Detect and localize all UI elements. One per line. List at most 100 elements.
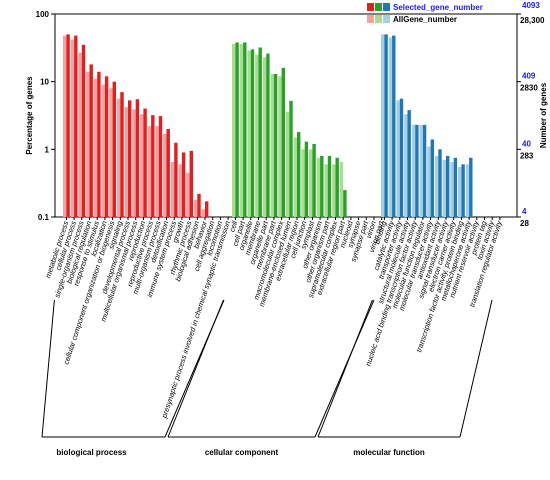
selected-bar bbox=[304, 141, 309, 217]
selected-bar bbox=[438, 149, 442, 217]
bracket-left bbox=[167, 299, 224, 438]
selected-bar bbox=[327, 155, 332, 217]
right-tick-label-selected: 4 bbox=[522, 207, 527, 216]
legend-swatch-selected bbox=[383, 3, 390, 11]
bracket-left bbox=[41, 299, 55, 438]
selected-bar bbox=[112, 81, 116, 218]
all-bar bbox=[178, 164, 182, 217]
y-axis-label-right: Number of genes bbox=[539, 82, 548, 148]
selected-bar bbox=[430, 139, 434, 217]
all-bar bbox=[193, 199, 198, 217]
selected-bar bbox=[469, 157, 473, 217]
all-bar bbox=[404, 114, 408, 217]
all-bar bbox=[239, 44, 244, 217]
legend-swatch-all bbox=[367, 15, 374, 23]
all-bar bbox=[262, 57, 267, 217]
group-label: molecular function bbox=[353, 448, 425, 457]
group-brackets: biological process cellular component mole… bbox=[41, 299, 493, 457]
all-bar bbox=[434, 155, 439, 217]
selected-bar bbox=[281, 67, 285, 217]
selected-bar bbox=[399, 98, 404, 217]
selected-bar bbox=[250, 49, 255, 217]
all-bar bbox=[101, 84, 105, 217]
all-bar bbox=[450, 161, 454, 217]
group-label: cellular component bbox=[205, 448, 279, 457]
all-bar bbox=[388, 37, 393, 217]
selected-bar bbox=[81, 44, 86, 217]
selected-bar bbox=[205, 201, 209, 217]
all-bar bbox=[316, 157, 321, 217]
selected-bar bbox=[258, 47, 262, 218]
all-bar bbox=[116, 98, 121, 217]
all-bar bbox=[270, 73, 274, 217]
group-0 bbox=[63, 34, 229, 220]
selected-bar bbox=[384, 34, 388, 218]
all-bar bbox=[132, 109, 136, 217]
selected-bar bbox=[135, 99, 140, 217]
selected-bar bbox=[407, 110, 411, 217]
selected-bar bbox=[128, 100, 132, 217]
selected-bar bbox=[335, 157, 339, 217]
right-tick-label-all: 2830 bbox=[520, 84, 538, 93]
left-tick-label: 0.1 bbox=[38, 213, 50, 222]
selected-bar bbox=[312, 143, 316, 217]
all-bar bbox=[381, 34, 385, 218]
all-bar bbox=[332, 164, 336, 217]
legend-swatch-all bbox=[375, 15, 382, 23]
selected-bar bbox=[174, 142, 178, 217]
selected-bar bbox=[461, 164, 465, 217]
right-tick-label-selected: 409 bbox=[522, 72, 536, 81]
all-bar bbox=[232, 44, 236, 217]
selected-bar bbox=[422, 124, 427, 217]
all-bar bbox=[201, 209, 205, 217]
bracket-right bbox=[314, 299, 375, 438]
selected-bar bbox=[197, 193, 201, 217]
legend-swatch-all bbox=[383, 15, 390, 23]
all-bar bbox=[163, 133, 167, 217]
all-bar bbox=[427, 146, 431, 217]
right-tick-label-all: 28 bbox=[520, 219, 529, 228]
bars bbox=[63, 34, 501, 220]
all-bar bbox=[140, 114, 144, 217]
right-tick-label-all: 283 bbox=[520, 151, 534, 160]
selected-bar bbox=[273, 73, 278, 217]
group-2 bbox=[381, 34, 501, 220]
legend-swatch-selected bbox=[375, 3, 382, 11]
all-bar bbox=[293, 137, 297, 217]
y-axis-label-left: Percentage of genes bbox=[25, 76, 34, 155]
all-bar bbox=[324, 164, 328, 217]
selected-bar bbox=[289, 100, 293, 217]
category-label: presynaptic process involved in chemical… bbox=[159, 220, 232, 420]
all-bar bbox=[109, 88, 113, 217]
selected-bar bbox=[453, 157, 458, 217]
selected-bar bbox=[235, 42, 239, 217]
left-tick-label: 1 bbox=[45, 145, 50, 154]
right-tick-label-selected: 40 bbox=[522, 139, 531, 148]
selected-bar bbox=[143, 108, 147, 217]
all-bar bbox=[63, 35, 67, 218]
bracket-right bbox=[459, 299, 493, 438]
left-tick-label: 10 bbox=[40, 78, 49, 87]
selected-bar bbox=[158, 116, 163, 217]
selected-bar bbox=[343, 190, 347, 217]
selected-bar bbox=[392, 35, 396, 218]
all-bar bbox=[285, 111, 290, 217]
selected-bar bbox=[74, 35, 78, 218]
legend-label-selected: Selected_gene_number bbox=[393, 3, 483, 12]
all-bar bbox=[442, 159, 446, 217]
selected-bar bbox=[266, 53, 270, 217]
group-1 bbox=[232, 42, 383, 220]
selected-bar bbox=[415, 124, 419, 217]
selected-bar bbox=[320, 155, 324, 217]
selected-bar bbox=[66, 34, 70, 218]
legend-swatch-selected bbox=[367, 3, 374, 11]
all-bar bbox=[124, 107, 128, 217]
all-bar bbox=[93, 78, 98, 218]
selected-bar bbox=[446, 155, 450, 217]
right-tick-label-selected: 4093 bbox=[522, 1, 540, 10]
all-bar bbox=[339, 161, 344, 217]
selected-bar bbox=[104, 76, 109, 217]
all-bar bbox=[70, 39, 75, 217]
right-tick-label-all: 28,300 bbox=[520, 16, 545, 25]
